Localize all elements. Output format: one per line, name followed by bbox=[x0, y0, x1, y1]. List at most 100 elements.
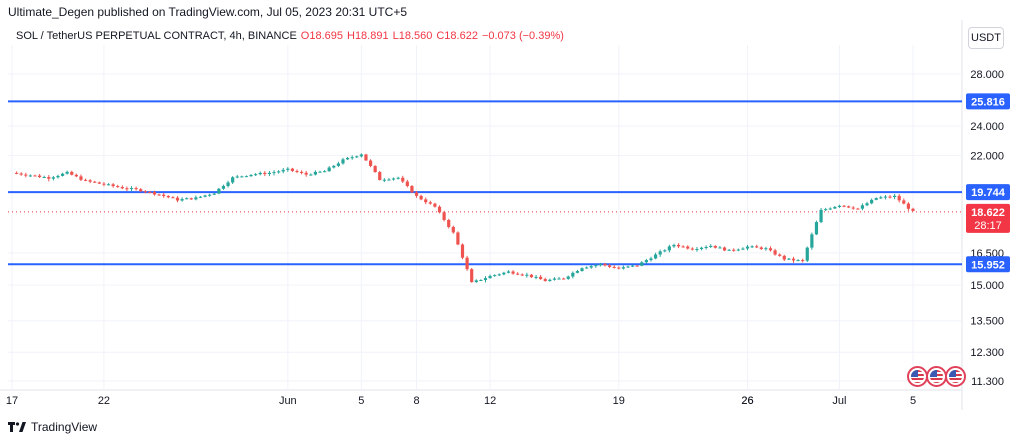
candle bbox=[736, 248, 740, 252]
level-price-label: 19.744 bbox=[971, 187, 1006, 199]
candle bbox=[120, 185, 124, 190]
candle bbox=[608, 263, 612, 269]
candle bbox=[111, 183, 115, 188]
x-tick-label: Jun bbox=[279, 395, 297, 407]
candle-body bbox=[704, 247, 708, 249]
candle-body bbox=[580, 268, 584, 272]
candle-body bbox=[410, 186, 414, 193]
candle-body bbox=[203, 195, 207, 197]
candle-body bbox=[828, 208, 832, 210]
candle bbox=[359, 153, 363, 158]
candle-body bbox=[805, 247, 809, 261]
candle-body bbox=[286, 168, 290, 170]
candle-body bbox=[139, 189, 143, 192]
candle bbox=[378, 170, 382, 181]
candle bbox=[249, 174, 253, 177]
candle-body bbox=[442, 212, 446, 220]
candle bbox=[847, 205, 851, 208]
candle bbox=[332, 164, 336, 169]
candle bbox=[653, 252, 658, 260]
candle-body bbox=[663, 250, 667, 252]
candle bbox=[382, 178, 386, 183]
candle-body bbox=[837, 205, 842, 207]
candle bbox=[796, 259, 800, 262]
us-flag-icon[interactable] bbox=[945, 366, 966, 387]
candle bbox=[828, 207, 832, 210]
candle bbox=[548, 278, 552, 282]
currency-button[interactable]: USDT bbox=[968, 27, 1004, 49]
candle-body bbox=[681, 246, 685, 248]
candle-body bbox=[465, 257, 469, 270]
candle bbox=[502, 271, 506, 276]
level-price-label: 25.816 bbox=[971, 96, 1005, 108]
candle bbox=[152, 190, 157, 196]
candle bbox=[856, 207, 860, 210]
candle bbox=[630, 264, 635, 268]
candle bbox=[447, 218, 451, 229]
candle bbox=[810, 232, 814, 250]
legend-low: L18.560 bbox=[392, 30, 433, 42]
candle-body bbox=[755, 246, 759, 248]
candle bbox=[906, 202, 911, 211]
candle-body bbox=[304, 172, 308, 175]
candle-body bbox=[106, 184, 111, 186]
candle bbox=[70, 170, 74, 176]
candle-body bbox=[148, 191, 152, 193]
candle bbox=[516, 272, 520, 276]
candle-body bbox=[231, 177, 235, 183]
candle bbox=[704, 245, 708, 250]
candle-body bbox=[782, 255, 786, 260]
candle bbox=[778, 253, 782, 257]
level-price-tag bbox=[966, 184, 1010, 201]
candle-body bbox=[83, 179, 88, 181]
candle bbox=[819, 207, 823, 224]
candle-body bbox=[405, 181, 409, 187]
candle-body bbox=[672, 244, 676, 247]
candle bbox=[879, 195, 883, 200]
candle-body bbox=[787, 258, 791, 260]
economic-events[interactable] bbox=[907, 366, 966, 387]
candle-body bbox=[814, 222, 819, 235]
x-tick-label: 5 bbox=[358, 395, 364, 407]
candle-body bbox=[345, 157, 350, 160]
x-tick-label: 26 bbox=[741, 395, 753, 407]
candle bbox=[575, 269, 580, 274]
candles bbox=[14, 153, 915, 283]
candle bbox=[750, 245, 754, 249]
candle-body bbox=[502, 272, 506, 275]
candle-body bbox=[327, 167, 331, 172]
candle bbox=[203, 194, 207, 198]
candle bbox=[345, 157, 350, 161]
us-flag-icon[interactable] bbox=[926, 366, 947, 387]
candle-body bbox=[318, 171, 322, 173]
candle bbox=[65, 170, 69, 175]
candle bbox=[699, 246, 704, 251]
candle-body bbox=[212, 193, 216, 195]
candle bbox=[424, 197, 428, 205]
us-flag-icon[interactable] bbox=[907, 366, 928, 387]
candle bbox=[143, 190, 147, 194]
candle-body bbox=[686, 246, 690, 249]
candle-body bbox=[194, 197, 198, 200]
candle bbox=[327, 166, 331, 172]
candle bbox=[212, 192, 216, 196]
candle bbox=[281, 167, 285, 174]
candle-body bbox=[171, 197, 175, 199]
candle bbox=[267, 170, 272, 177]
candle-body bbox=[759, 247, 763, 250]
candle-body bbox=[401, 177, 405, 182]
candle-body bbox=[244, 176, 249, 178]
candle bbox=[686, 245, 690, 250]
candle-body bbox=[157, 194, 161, 196]
candle bbox=[14, 171, 19, 175]
candle bbox=[768, 246, 773, 252]
candle-body bbox=[396, 177, 400, 179]
symbol-name[interactable]: SOL / TetherUS PERPETUAL CONTRACT, 4h, B… bbox=[16, 30, 297, 42]
candle-body bbox=[368, 160, 373, 166]
candle bbox=[309, 173, 313, 176]
candle bbox=[612, 265, 616, 269]
candle-body bbox=[240, 176, 244, 178]
candle bbox=[208, 193, 212, 197]
